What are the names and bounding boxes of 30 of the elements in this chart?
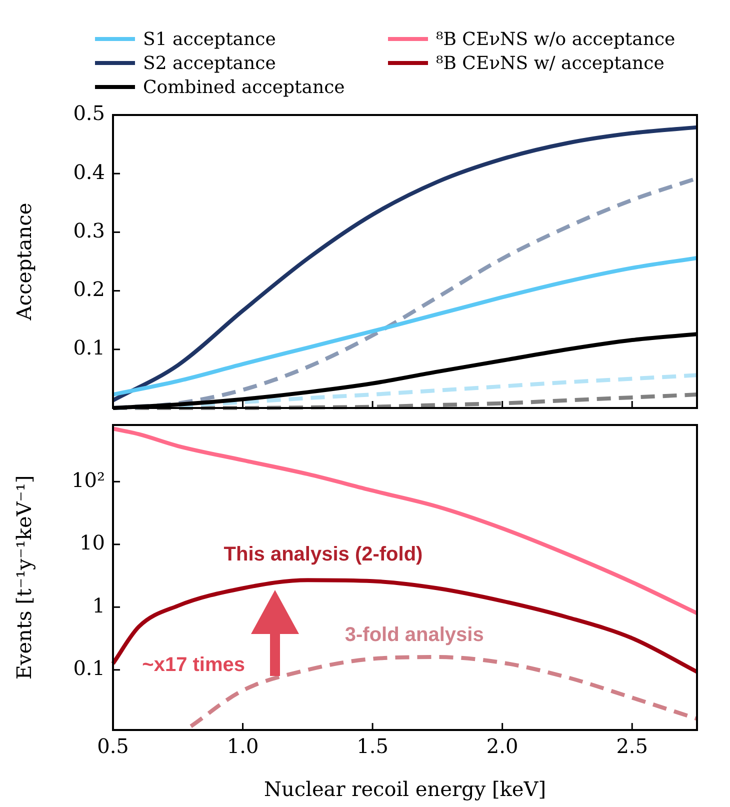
annotation: ~x17 times [142,654,246,676]
legend-label: S2 acceptance [143,52,276,74]
line-series [111,256,699,397]
y-tick-label: 0.3 [73,218,105,242]
y-tick-label: 0.1 [73,336,105,360]
y-axis-title: Events [t⁻¹y⁻¹keV⁻¹] [12,475,36,680]
x-axis-title: Nuclear recoil energy [keV] [264,777,546,802]
y-tick-label: 0.1 [73,656,105,680]
legend-label: ⁸B CEνNS w/ acceptance [436,52,664,74]
y-tick-label: 0.2 [73,277,105,302]
legend-label: Combined acceptance [143,76,345,98]
x-tick-label: 0.5 [97,734,129,758]
y-tick-label: 1 [92,593,105,618]
line-series [111,125,699,402]
x-tick-label: 2.0 [486,734,518,758]
line-series [111,426,699,616]
legend-label: ⁸B CEνNS w/o acceptance [436,28,676,50]
x-tick-label: 2.5 [616,734,648,758]
legend-label: S1 acceptance [143,28,276,50]
x-tick-label: 1.5 [356,734,388,758]
y-tick-label: 0.5 [73,101,105,126]
line-series [188,655,699,728]
y-tick-label: 10² [72,468,105,492]
y-tick-label: 0.4 [73,160,105,184]
annotation: 3-fold analysis [344,624,484,646]
annotation: This analysis (2-fold) [224,543,423,566]
y-axis-title: Acceptance [12,202,36,322]
y-tick-label: 10 [80,530,105,555]
line-series [111,578,699,674]
x-tick-label: 1.0 [226,734,259,758]
